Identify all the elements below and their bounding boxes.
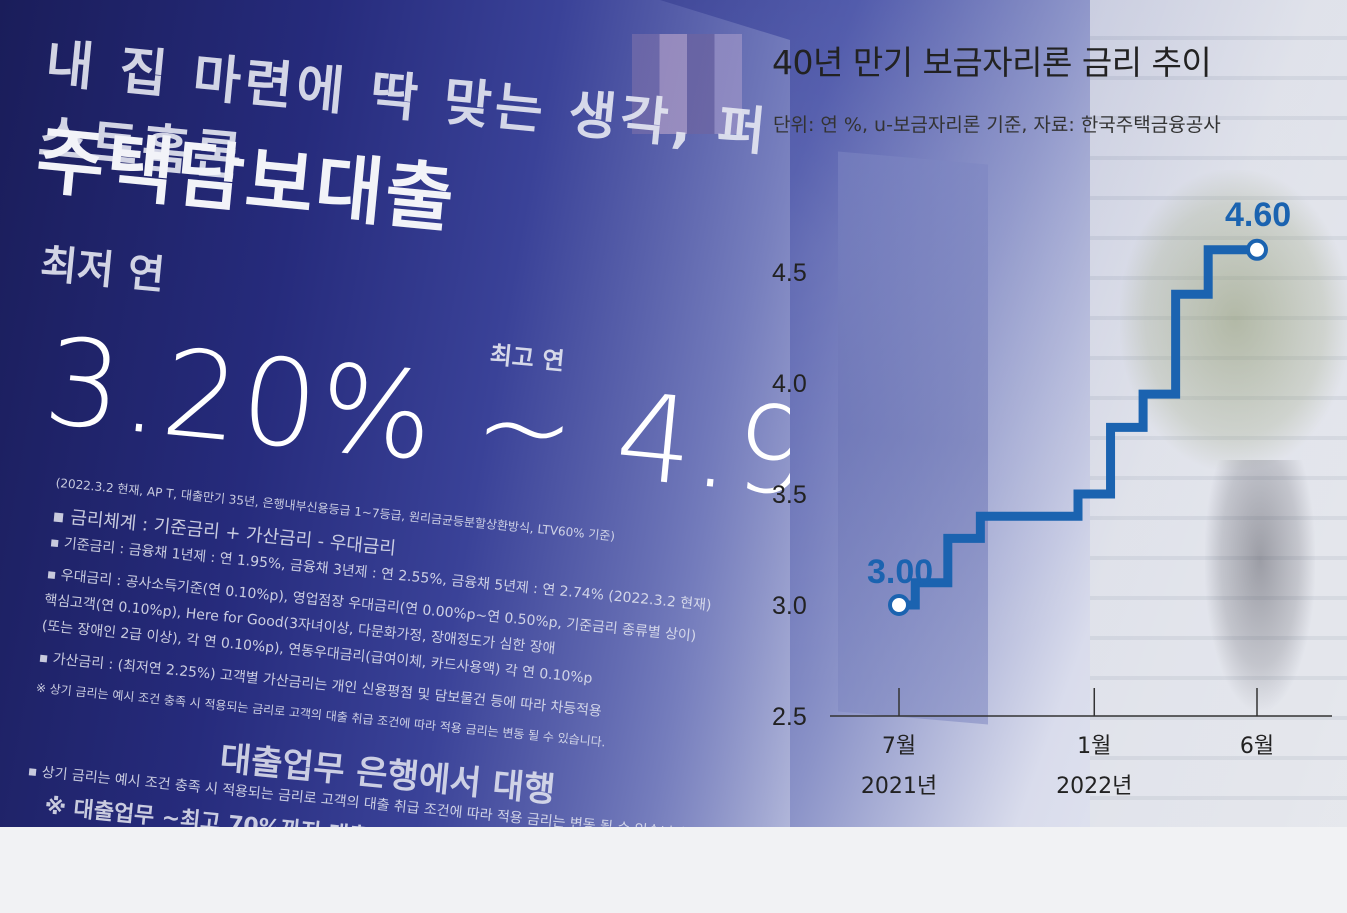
chart-subtitle: 단위: 연 %, u-보금자리론 기준, 자료: 한국주택금융공사 bbox=[773, 114, 1221, 136]
y-tick-label: 4.5 bbox=[772, 259, 807, 287]
data-label: 3.00 bbox=[867, 553, 933, 591]
data-point bbox=[888, 594, 910, 616]
person-silhouette bbox=[1205, 460, 1315, 710]
x-tick-month: 6월 bbox=[1240, 734, 1274, 759]
background-photo: 내 집 마련에 딱 맞는 생각, 퍼스트홈론 주택담보대출 최저 연 최고 연 … bbox=[0, 0, 1347, 827]
series-layer bbox=[888, 238, 1268, 616]
x-tick-month: 7월 bbox=[882, 734, 916, 759]
y-tick-label: 3.5 bbox=[772, 481, 807, 509]
x-axis: 7월 2021년 1월 2022년 6월 bbox=[830, 688, 1332, 799]
y-axis: 2.5 3.0 3.5 4.0 4.5 bbox=[772, 259, 807, 731]
y-tick-label: 4.0 bbox=[772, 370, 807, 398]
y-tick-label: 3.0 bbox=[772, 592, 807, 620]
x-tick-month: 1월 bbox=[1077, 734, 1111, 759]
chart-title: 40년 만기 보금자리론 금리 추이 bbox=[772, 43, 1212, 82]
data-point bbox=[1246, 238, 1268, 261]
x-tick-year: 2022년 bbox=[1056, 774, 1132, 799]
rate-step-line bbox=[899, 245, 1257, 610]
tree bbox=[1120, 170, 1347, 470]
y-tick-label: 2.5 bbox=[772, 703, 807, 731]
loan-poster: 내 집 마련에 딱 맞는 생각, 퍼스트홈론 주택담보대출 최저 연 최고 연 … bbox=[0, 0, 790, 827]
rate-chart: 2.5 3.0 3.5 4.0 4.5 7월 2021년 1월 2022년 6월 3.00 4.6… bbox=[772, 196, 1332, 799]
label-layer: 3.00 4.60 bbox=[867, 196, 1291, 591]
data-label: 4.60 bbox=[1225, 196, 1291, 234]
blurred-logo bbox=[632, 34, 742, 134]
x-tick-year: 2021년 bbox=[861, 774, 937, 799]
